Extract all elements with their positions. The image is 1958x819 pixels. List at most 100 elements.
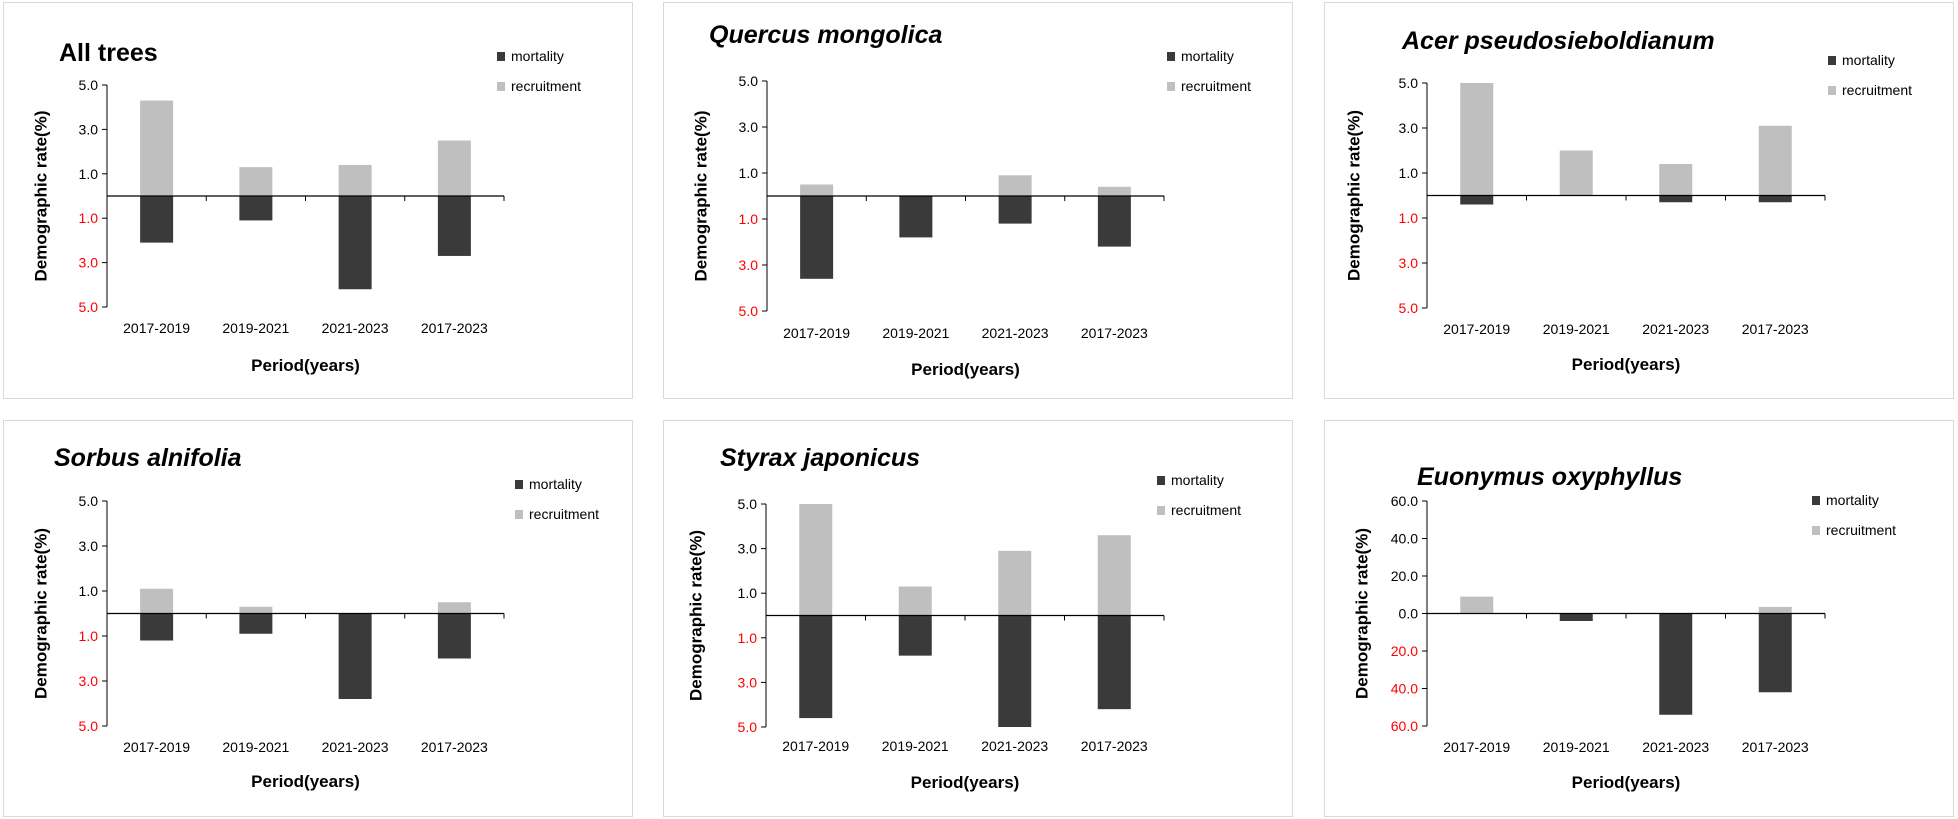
bar-mortality-2019-2021 xyxy=(899,196,933,238)
legend-swatch-recruitment xyxy=(1828,86,1836,95)
legend-label-mortality: mortality xyxy=(1826,492,1879,508)
bar-mortality-2021-2023 xyxy=(1659,613,1693,715)
legend-swatch-mortality xyxy=(1812,496,1820,505)
bar-mortality-2017-2023 xyxy=(1097,196,1131,247)
bar-recruitment-2017-2019 xyxy=(800,184,834,196)
x-axis-label: Period(years) xyxy=(1572,773,1681,792)
legend-label-mortality: mortality xyxy=(511,48,564,64)
y-tick-label: 40.0 xyxy=(1391,531,1418,547)
x-axis-label: Period(years) xyxy=(911,360,1020,379)
legend-label-recruitment: recruitment xyxy=(1171,502,1241,518)
bar-recruitment-2017-2023 xyxy=(1758,125,1792,196)
bar-mortality-2021-2023 xyxy=(998,196,1032,224)
bar-mortality-2017-2019 xyxy=(799,615,833,719)
chart-svg: Euonymus oxyphyllus 60.0 40.0 20.0 0.0 20.0 40… xyxy=(1352,463,1896,792)
chart-panel-sorbus-alnifolia: Sorbus alnifolia 5.0 3.0 1.0 1.0 3.0 5.0 Demogr… xyxy=(3,420,633,817)
y-tick-label: 1.0 xyxy=(738,630,758,646)
y-tick-label: 5.0 xyxy=(739,303,759,319)
chart-svg: Acer pseudosieboldianum 5.0 3.0 1.0 1.0 3.0 5.… xyxy=(1344,27,1912,374)
bar-mortality-2021-2023 xyxy=(338,196,372,290)
bar-recruitment-2017-2019 xyxy=(140,588,174,614)
x-category-label: 2017-2019 xyxy=(123,739,190,755)
legend-swatch-mortality xyxy=(515,480,523,489)
x-category-label: 2017-2023 xyxy=(1081,738,1148,754)
x-category-label: 2017-2019 xyxy=(123,320,190,336)
bar-recruitment-2019-2021 xyxy=(898,586,932,616)
x-category-label: 2021-2023 xyxy=(1642,739,1709,755)
y-tick-label: 1.0 xyxy=(1399,165,1419,181)
bar-mortality-2017-2023 xyxy=(1758,613,1792,693)
x-category-label: 2019-2021 xyxy=(222,739,289,755)
x-category-label: 2017-2023 xyxy=(1742,739,1809,755)
bar-mortality-2019-2021 xyxy=(239,613,273,634)
y-tick-label: 1.0 xyxy=(79,166,99,182)
y-tick-label: 1.0 xyxy=(739,211,759,227)
x-category-label: 2021-2023 xyxy=(322,739,389,755)
x-category-label: 2021-2023 xyxy=(322,320,389,336)
x-category-label: 2019-2021 xyxy=(1543,739,1610,755)
y-axis-label: Demographic rate(%) xyxy=(31,528,50,699)
y-tick-label: 3.0 xyxy=(1399,120,1419,136)
chart-title: All trees xyxy=(59,39,158,67)
x-axis-label: Period(years) xyxy=(911,773,1020,792)
legend-label-recruitment: recruitment xyxy=(1842,82,1912,98)
bar-recruitment-2021-2023 xyxy=(1659,164,1693,196)
y-tick-label: 1.0 xyxy=(79,628,99,644)
x-category-label: 2017-2019 xyxy=(1443,321,1510,337)
y-tick-label: 3.0 xyxy=(79,255,99,271)
bar-recruitment-2017-2019 xyxy=(1460,596,1494,614)
y-tick-label: 3.0 xyxy=(79,538,99,554)
chart-title: Acer pseudosieboldianum xyxy=(1401,27,1715,55)
y-tick-label: 1.0 xyxy=(738,585,758,601)
y-axis-label: Demographic rate(%) xyxy=(686,530,705,701)
y-tick-label: 3.0 xyxy=(738,541,758,557)
bar-mortality-2019-2021 xyxy=(1559,613,1593,621)
y-tick-label: 5.0 xyxy=(79,493,99,509)
legend-swatch-mortality xyxy=(1167,52,1175,61)
chart-title: Sorbus alnifolia xyxy=(54,444,242,472)
y-tick-label: 3.0 xyxy=(1399,255,1419,271)
bar-mortality-2017-2023 xyxy=(437,613,471,659)
x-category-label: 2017-2019 xyxy=(782,738,849,754)
y-tick-label: 60.0 xyxy=(1391,493,1418,509)
legend-label-mortality: mortality xyxy=(529,476,582,492)
bar-mortality-2019-2021 xyxy=(239,196,273,221)
bar-recruitment-2017-2023 xyxy=(437,602,471,614)
y-tick-label: 3.0 xyxy=(738,674,758,690)
y-tick-label: 3.0 xyxy=(739,257,759,273)
y-tick-label: 3.0 xyxy=(739,119,759,135)
x-category-label: 2017-2019 xyxy=(1443,739,1510,755)
legend-swatch-recruitment xyxy=(1812,526,1820,535)
chart-svg: All trees 5.0 3.0 1.0 1.0 3.0 5.0 Demographic r… xyxy=(31,39,581,375)
y-tick-label: 5.0 xyxy=(738,719,758,735)
y-tick-label: 60.0 xyxy=(1391,718,1418,734)
y-tick-label: 20.0 xyxy=(1391,643,1418,659)
y-tick-label: 5.0 xyxy=(738,496,758,512)
x-category-label: 2021-2023 xyxy=(981,738,1048,754)
y-tick-label: 5.0 xyxy=(1399,75,1419,91)
x-axis-label: Period(years) xyxy=(251,356,360,375)
y-tick-label: 5.0 xyxy=(79,299,99,315)
x-category-label: 2021-2023 xyxy=(1642,321,1709,337)
bar-recruitment-2019-2021 xyxy=(1559,150,1593,196)
chart-panel-acer-pseudosieboldianum: Acer pseudosieboldianum 5.0 3.0 1.0 1.0 3.0 5.… xyxy=(1324,2,1954,399)
legend-swatch-recruitment xyxy=(1157,506,1165,515)
bar-recruitment-2021-2023 xyxy=(998,175,1032,196)
y-tick-label: 0.0 xyxy=(1399,606,1419,622)
y-tick-label: 5.0 xyxy=(1399,300,1419,316)
chart-title: Styrax japonicus xyxy=(720,444,920,472)
legend-swatch-recruitment xyxy=(1167,82,1175,91)
legend-label-recruitment: recruitment xyxy=(511,78,581,94)
chart-panel-quercus-mongolica: Quercus mongolica 5.0 3.0 1.0 1.0 3.0 5.0 Demog… xyxy=(663,2,1293,399)
chart-svg: Styrax japonicus 5.0 3.0 1.0 1.0 3.0 5.0 Demogr… xyxy=(686,444,1241,792)
x-axis-label: Period(years) xyxy=(1572,355,1681,374)
y-tick-label: 3.0 xyxy=(79,121,99,137)
chart-title: Quercus mongolica xyxy=(709,21,942,49)
y-tick-label: 1.0 xyxy=(739,165,759,181)
legend-swatch-mortality xyxy=(1828,56,1836,65)
bar-mortality-2021-2023 xyxy=(338,613,372,699)
bar-recruitment-2017-2023 xyxy=(1758,606,1792,614)
bar-mortality-2017-2019 xyxy=(140,613,174,641)
bar-recruitment-2019-2021 xyxy=(239,167,273,196)
legend-swatch-mortality xyxy=(1157,476,1165,485)
